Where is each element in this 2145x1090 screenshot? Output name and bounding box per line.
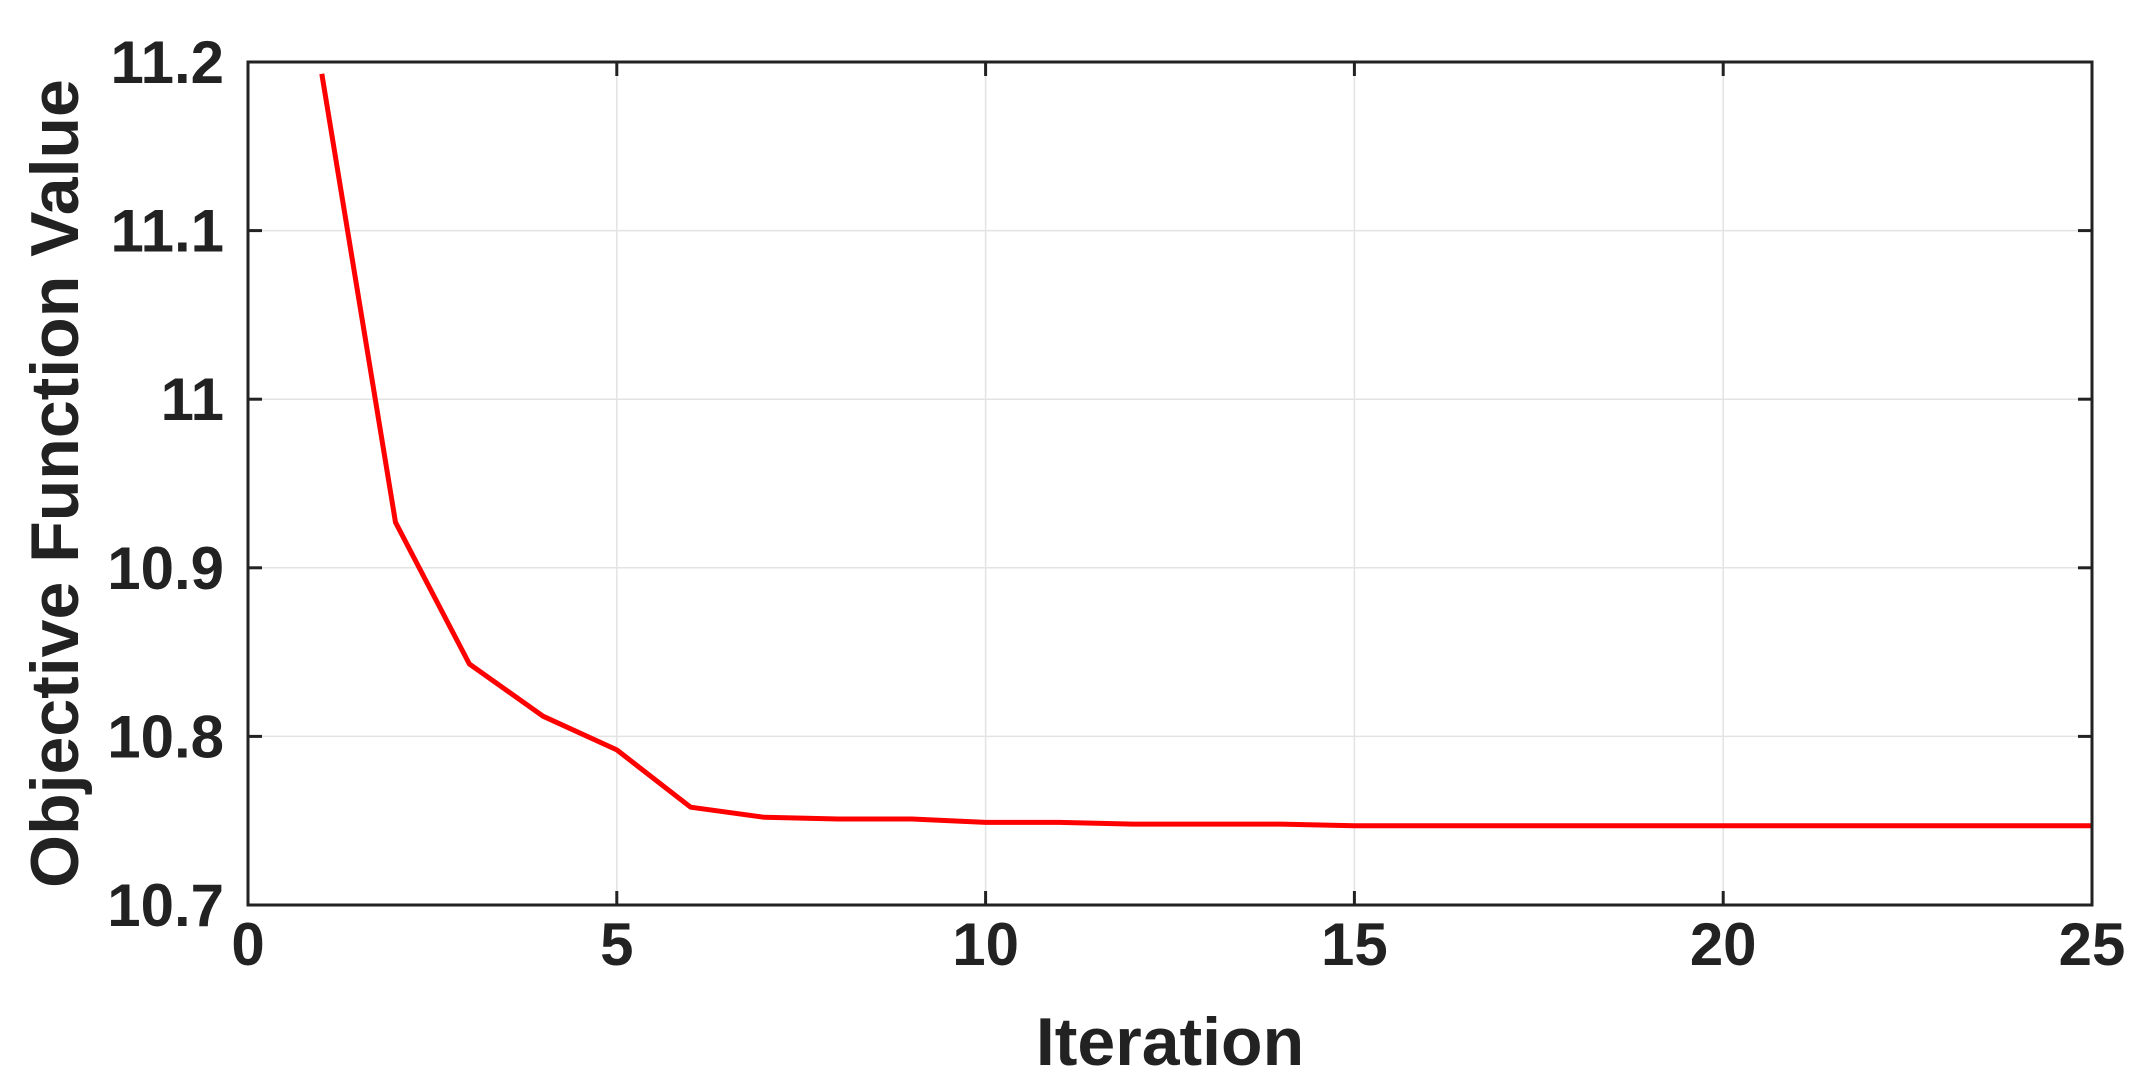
x-tick-labels: 0 5 10 15 20 25 (231, 911, 2125, 978)
x-tick-label: 5 (600, 911, 633, 978)
x-tick-label: 10 (952, 911, 1019, 978)
y-tick-label: 11.2 (111, 29, 224, 96)
y-tick-label: 11.1 (111, 198, 224, 265)
y-tick-label: 10.8 (107, 703, 224, 770)
x-tick-label: 15 (1321, 911, 1388, 978)
series-layer (319, 73, 2092, 829)
series-line (319, 73, 2092, 829)
gridlines (248, 62, 2092, 905)
y-tick-label: 10.9 (107, 535, 224, 602)
y-tick-labels: 10.7 10.8 10.9 11 11.1 11.2 (107, 29, 224, 939)
y-tick-label: 10.7 (107, 872, 224, 939)
x-tick-label: 25 (2059, 911, 2126, 978)
x-tick-label: 20 (1690, 911, 1757, 978)
x-tick-label: 0 (231, 911, 264, 978)
y-tick-label: 11 (161, 366, 224, 433)
plot-area-frame (246, 60, 2094, 907)
x-axis-title: Iteration (1036, 1004, 1304, 1080)
tick-marks (246, 60, 2094, 907)
y-axis-title: Objective Function Value (17, 79, 93, 888)
